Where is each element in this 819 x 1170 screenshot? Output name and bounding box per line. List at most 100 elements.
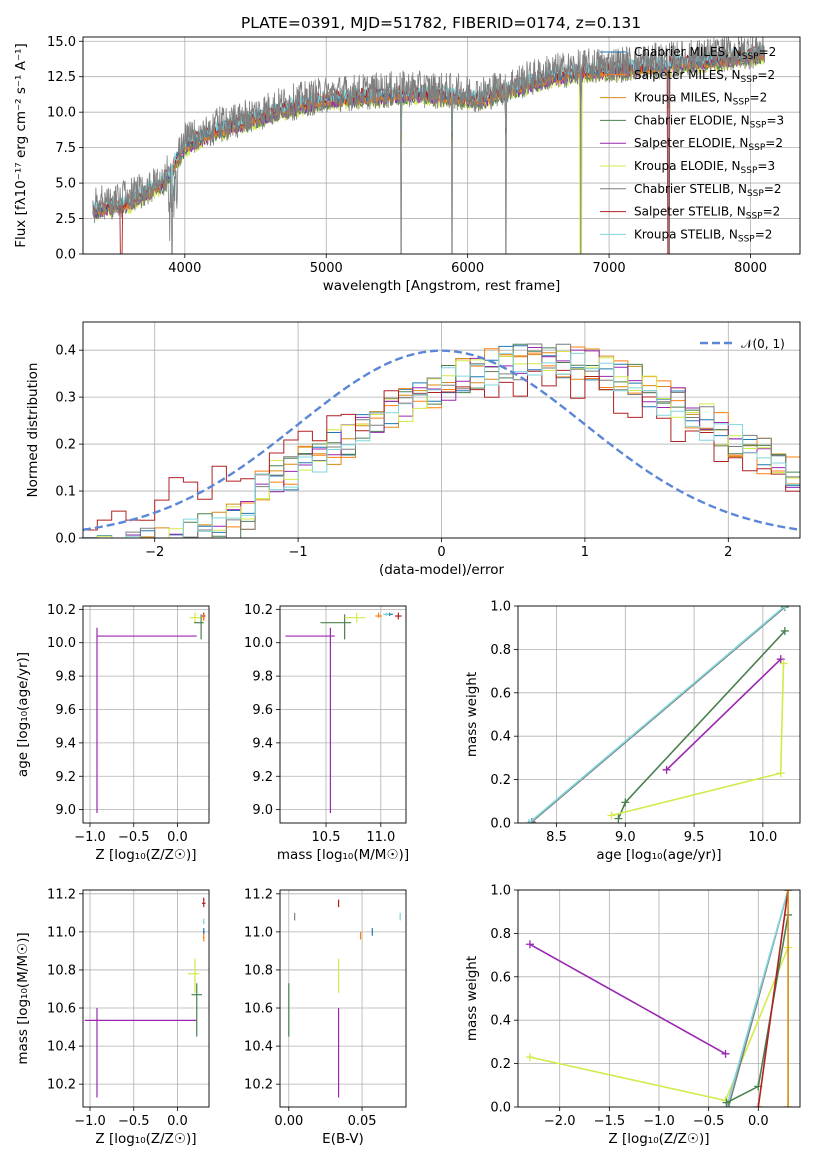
plot-area [525,606,789,823]
series-marker [621,798,630,807]
series-marker [614,814,623,823]
y-tick-label: 15.0 [47,35,76,50]
y-tick-label: 12.5 [47,70,76,85]
x-axis-label: mass [log₁₀(M/M☉)] [277,847,409,863]
legend-label: Salpeter MILES, NSSP=2 [634,68,775,85]
series-salpeter-elodie [662,655,785,774]
legend-label-main: Kroupa STELIB, N [634,227,738,241]
x-axis-label: Z [log₁₀(Z/Z☉)] [95,847,196,863]
y-tick-label: 0.4 [55,344,76,359]
x-tick-label: −0.5 [118,830,150,845]
y-tick-label: 0.8 [490,927,511,942]
series-line [529,943,726,1055]
plot-area [92,37,766,254]
axes-frame [82,321,801,539]
legend-label-sub: SSP [746,212,763,222]
point-salpeter-elodie [84,1008,197,1098]
x-tick-label: 7000 [593,261,626,276]
y-tick-label: 1.0 [490,884,511,899]
axes-frame [279,605,407,824]
point-chabrier-elodie [191,983,202,1037]
plot-area [83,343,800,538]
legend-label-sub: SSP [741,75,758,85]
x-tick-label: 8.5 [546,830,567,845]
series-salpeter-elodie [525,940,730,1058]
y-tick-label: 0.0 [55,532,76,547]
legend-label-main: Salpeter STELIB, N [634,205,746,219]
point-kroupa-elodie [188,958,200,993]
series-marker [724,1103,733,1107]
y-tick-label: 10.2 [244,1078,273,1093]
legend-label-main: Kroupa ELODIE, N [634,159,741,173]
legend-label-sub: SSP [747,189,764,199]
grid [83,322,800,539]
y-axis-label: Normed distribution [25,363,41,498]
point-salpeter-elodie [96,627,197,813]
legend-label-tail: =2 [763,205,781,219]
legend-label-main: Chabrier MILES, N [634,45,742,59]
y-tick-label: 10.6 [244,1002,273,1017]
series-marker [525,819,534,823]
grid [83,606,209,823]
legend-label-main: Chabrier STELIB, N [634,182,747,196]
series-line [725,890,789,1107]
x-tick-label: 4000 [168,261,201,276]
grid [83,890,209,1107]
series-marker [784,890,793,894]
y-tick-label: 9.2 [55,770,76,785]
y-tick-label: 0.0 [55,248,76,263]
series-marker [780,606,789,610]
panel-spectrum: 4000 5000 6000 7000 8000 0.0 2.5 5.0 7.5 10.0 12.5… [13,35,801,294]
series-marker [776,655,785,664]
y-axis-label: age [log₁₀(age/yr)] [15,652,31,777]
y-tick-label: 9.6 [55,703,76,718]
y-tick-label: 0.2 [55,438,76,453]
y-tick-label: 10.0 [244,636,273,651]
x-tick-label: −0.5 [118,1114,150,1129]
point-kroupa-elodie [189,612,201,623]
y-tick-label: 11.0 [244,925,273,940]
legend-label: Chabrier MILES, NSSP=2 [634,45,776,62]
x-axis-label: wavelength [Angstrom, rest frame] [323,278,561,294]
x-axis-label: Z [log₁₀(Z/Z☉)] [95,1131,196,1147]
y-tick-label: 2.5 [55,212,76,227]
point-salpeter-elodie [285,627,335,813]
legend-label-tail: =2 [750,91,768,105]
point-salpeter-stelib [202,897,206,908]
axes-frame [82,36,801,255]
x-tick-label: 1 [581,545,589,560]
panel-residuals: −2 −1 0 1 2 0.0 0.1 0.2 0.3 0.4 (data-model)/error… [25,321,801,578]
series-kroupa-miles [784,890,793,1107]
legend-label-main: Kroupa MILES, N [634,91,733,105]
y-tick-label: 9.8 [55,670,76,685]
y-tick-label: 11.0 [47,925,76,940]
legend-label-tail: =2 [764,182,782,196]
x-tick-label: 5000 [310,261,343,276]
legend-label: Chabrier ELODIE, NSSP=3 [634,113,784,130]
panel-mass-vs-Z: −1.0 −0.5 0.0 10.2 10.4 10.6 10.8 11.0 11.2 Z [lo… [15,887,210,1147]
grid [280,606,406,823]
point-salpeter-miles [202,614,205,622]
axes-frame [82,605,210,824]
x-axis-label: (data-model)/error [379,562,505,578]
series-marker [780,626,789,635]
panel-mass-vs-ebv: 0.00 0.05 10.2 10.4 10.6 10.8 11.0 11.2 E(B-V) [244,887,407,1147]
legend-label-sub: SSP [733,98,750,108]
legend-label-sub: SSP [738,234,755,244]
x-tick-label: −0.5 [693,1114,725,1129]
y-tick-label: 9.8 [252,670,273,685]
series-marker [721,1049,730,1058]
x-tick-label: 2 [724,545,732,560]
point-kroupa-stelib [382,612,390,617]
x-tick-label: −1.0 [74,1114,106,1129]
x-axis-label: Z [log₁₀(Z/Z☉)] [608,1131,709,1147]
histogram-salpeter-stelib [83,369,800,531]
y-tick-label: 10.0 [47,106,76,121]
y-tick-label: 10.2 [244,603,273,618]
series-marker [722,1098,731,1107]
y-tick-label: 10.4 [244,1040,273,1055]
legend-label: Kroupa STELIB, NSSP=2 [634,227,772,244]
y-tick-label: 0.3 [55,391,76,406]
panel-age-vs-Z: −1.0 −0.5 0.0 9.0 9.2 9.4 9.6 9.8 10.0 10.2 Z [log… [15,603,210,863]
x-tick-label: 0.0 [167,830,188,845]
